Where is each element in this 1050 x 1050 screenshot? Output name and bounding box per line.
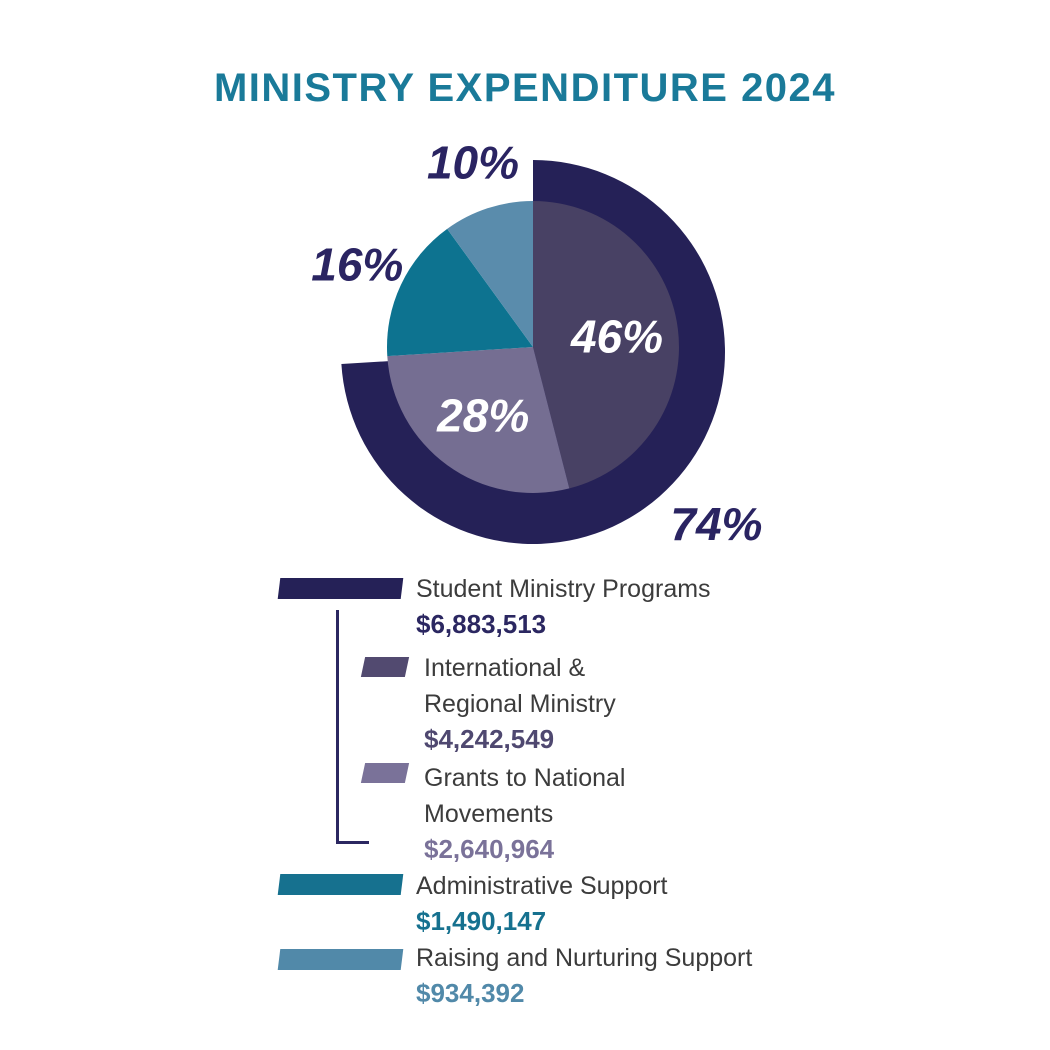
pie-slice-raising-and-nurturing-support bbox=[447, 201, 533, 347]
legend-row-grants-to-national-movements: Grants to National Movements $2,640,964 bbox=[424, 760, 626, 866]
legend-row-student-ministry-programs: Student Ministry Programs $6,883,513 bbox=[416, 571, 711, 641]
legend-row-administrative-support: Administrative Support $1,490,147 bbox=[416, 868, 668, 938]
pie-slice-grants-to-national-movements bbox=[387, 347, 570, 493]
legend-label: Administrative Support bbox=[416, 872, 668, 900]
legend-label: Movements bbox=[424, 800, 554, 828]
legend-bracket-foot-line bbox=[336, 841, 369, 844]
legend-amount: $4,242,549 bbox=[424, 724, 555, 754]
legend-label: Student Ministry Programs bbox=[416, 575, 711, 603]
legend-swatch-raising-and-nurturing-support bbox=[277, 949, 404, 970]
pct-label-grants-to-national-movements: 28% bbox=[436, 390, 529, 442]
pie-slice-administrative-support bbox=[387, 228, 533, 357]
legend-label: International & bbox=[424, 654, 586, 682]
pct-label-international-regional-ministry: 46% bbox=[570, 310, 663, 362]
legend-label: Raising and Nurturing Support bbox=[416, 944, 753, 972]
pct-label-administrative-support: 16% bbox=[311, 238, 403, 290]
legend-bracket-vertical-line bbox=[336, 610, 339, 844]
legend-swatch-student-ministry-programs bbox=[277, 578, 404, 599]
legend-amount: $2,640,964 bbox=[424, 834, 555, 864]
legend-swatch-grants-to-national-movements bbox=[360, 763, 410, 783]
legend-amount: $6,883,513 bbox=[416, 609, 547, 639]
pct-label-student-ministry-programs: 74% bbox=[670, 498, 762, 550]
legend-label: Grants to National bbox=[424, 764, 626, 792]
legend-swatch-administrative-support bbox=[277, 874, 404, 895]
chart-title: MINISTRY EXPENDITURE 2024 bbox=[213, 66, 837, 110]
pct-label-raising-and-nurturing-support: 10% bbox=[427, 136, 519, 188]
pie-slice-international-regional-ministry bbox=[533, 201, 679, 489]
legend-amount: $934,392 bbox=[416, 978, 525, 1008]
legend-swatch-international-regional-ministry bbox=[360, 657, 410, 677]
legend-label: Regional Ministry bbox=[424, 690, 616, 718]
legend-row-international-regional-ministry: International & Regional Ministry $4,242… bbox=[424, 650, 616, 756]
legend-amount: $1,490,147 bbox=[416, 906, 547, 936]
legend-row-raising-and-nurturing-support: Raising and Nurturing Support $934,392 bbox=[416, 940, 752, 1010]
